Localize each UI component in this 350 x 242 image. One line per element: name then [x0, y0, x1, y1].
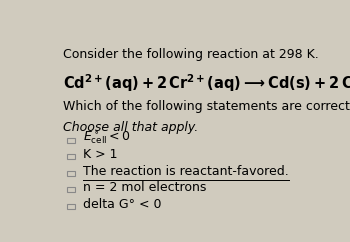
Text: n = 2 mol electrons: n = 2 mol electrons [83, 181, 206, 194]
Bar [67, 137, 75, 143]
Bar [67, 171, 75, 176]
Text: Consider the following reaction at 298 K.: Consider the following reaction at 298 K… [63, 48, 318, 61]
Text: Choose all that apply.: Choose all that apply. [63, 121, 198, 134]
Bar [67, 204, 75, 209]
Text: $\mathbf{Cd^{2+}(aq) + 2\,Cr^{2+}(aq) \longrightarrow Cd(s) + 2\,Cr^{3+}(aq)}$: $\mathbf{Cd^{2+}(aq) + 2\,Cr^{2+}(aq) \l… [63, 72, 350, 94]
Text: Which of the following statements are correct?: Which of the following statements are co… [63, 100, 350, 113]
Bar [67, 154, 75, 159]
Bar [67, 187, 75, 192]
Text: K > 1: K > 1 [83, 148, 118, 161]
Text: delta G° < 0: delta G° < 0 [83, 198, 162, 211]
Text: The reaction is reactant-favored.: The reaction is reactant-favored. [83, 165, 289, 178]
Text: $E^\circ_{\mathrm{cell}} < 0$: $E^\circ_{\mathrm{cell}} < 0$ [83, 130, 131, 146]
